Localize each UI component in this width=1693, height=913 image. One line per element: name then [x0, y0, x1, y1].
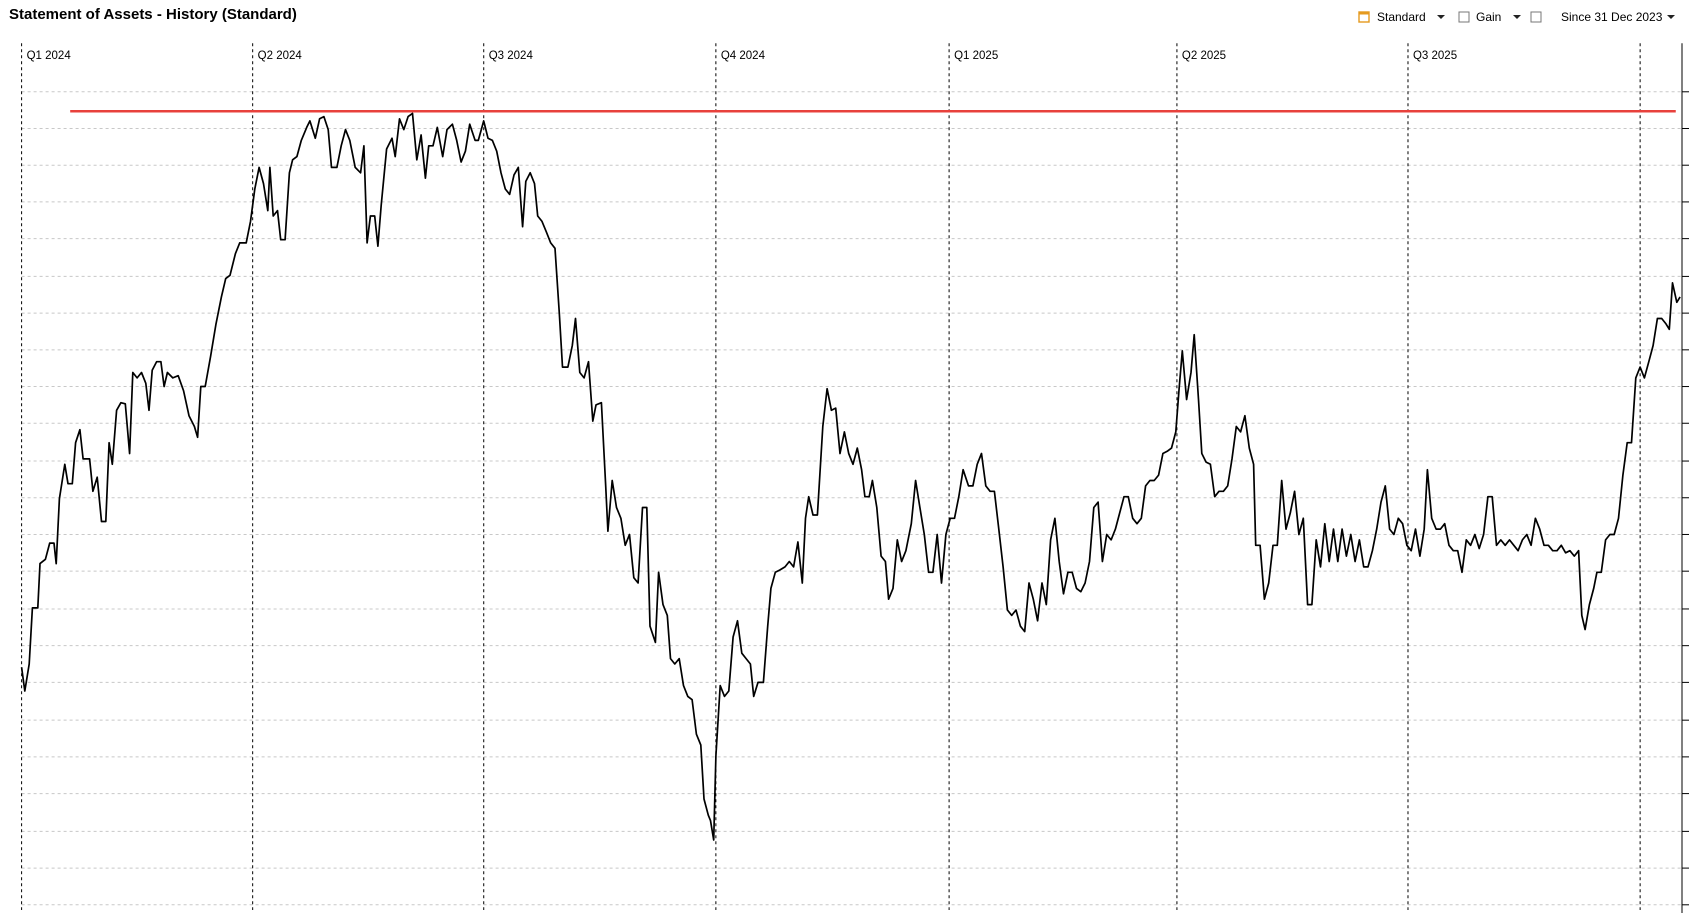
x-tick-label: Q2 2025: [1182, 50, 1226, 62]
chart-title: Statement of Assets - History (Standard): [9, 6, 297, 23]
standard-icon-bar: [1359, 12, 1369, 15]
x-tick-label: Q2 2024: [258, 50, 303, 62]
period-icon: [1530, 11, 1542, 23]
x-tick-label: Q3 2025: [1413, 50, 1457, 62]
x-tick-label: Q1 2024: [27, 50, 72, 62]
dropdown-arrow[interactable]: [1513, 15, 1521, 19]
x-tick-label: Q4 2024: [721, 50, 766, 62]
gain-icon: [1458, 11, 1470, 23]
toolbar-item[interactable]: Standard: [1377, 10, 1426, 24]
series-line: [20, 112, 1681, 841]
dropdown-arrow[interactable]: [1667, 15, 1675, 19]
x-tick-label: Q3 2024: [489, 50, 534, 62]
toolbar-item[interactable]: Since 31 Dec 2023: [1561, 10, 1663, 24]
x-tick-label: Q1 2025: [954, 50, 998, 62]
toolbar: Standard Gain Since 31 Dec 2023: [1358, 10, 1675, 24]
toolbar-item[interactable]: Gain: [1476, 10, 1501, 24]
dropdown-arrow[interactable]: [1437, 15, 1445, 19]
